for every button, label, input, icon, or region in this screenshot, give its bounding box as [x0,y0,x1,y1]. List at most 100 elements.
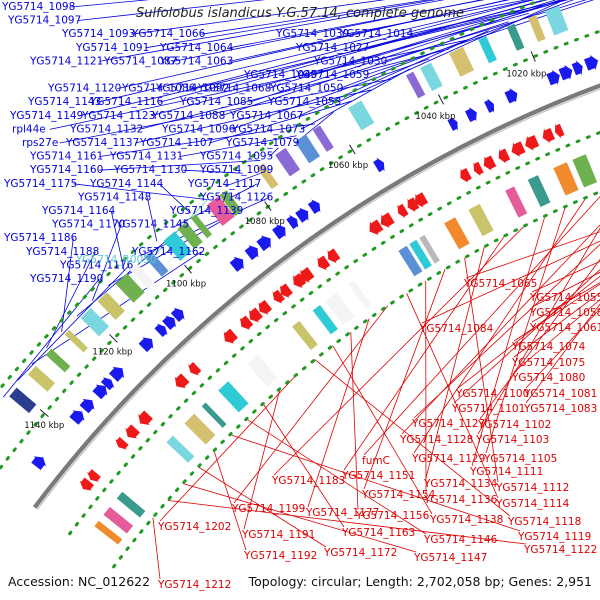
gene-label-forward[interactable]: YG5714_1095 [199,151,273,163]
gene-label-forward[interactable]: YG5714_1161 [29,151,103,163]
gene-label-reverse[interactable]: YG5714_1119 [517,531,591,543]
gene-label-forward[interactable]: YG5714_1063 [159,55,233,67]
gene-label-reverse[interactable]: YG5714_1154 [361,489,436,501]
gene-label-reverse[interactable]: YG5714_1212 [157,579,231,591]
gene-label-reverse[interactable]: YG5714_1084 [419,323,494,335]
gene-label-forward[interactable]: YG5714_1059 [295,69,369,81]
gene-label-forward[interactable]: YG5714_1149 [9,110,83,122]
gene-label-reverse[interactable]: YG5714_1100 [455,388,529,400]
gene-label-forward[interactable]: YG5714_1096 [161,123,236,135]
gene-label-reverse[interactable]: YG5714_1192 [243,550,317,562]
gene-label-reverse[interactable]: YG5714_1202 [157,521,231,533]
gene-label-reverse[interactable]: YG5714_1199 [231,503,305,515]
gene-label-reverse[interactable]: YG5714_1128 [399,434,473,446]
gene-label-forward[interactable]: YG5714_1144 [89,178,164,190]
gene-label-reverse[interactable]: YG5714_1191 [241,529,315,541]
gene-label-forward[interactable]: YG5714_1162 [131,246,205,258]
gene-label-forward[interactable]: YG5714_1068 [197,83,271,95]
gene-label-reverse[interactable]: YG5714_1129 [411,453,485,465]
gene-label-reverse[interactable]: YG5714_1156 [355,510,430,522]
gene-label-forward[interactable]: YG5714_1188 [25,246,99,258]
gene-label-forward[interactable]: YG5714_1116 [89,96,164,108]
gene-label-forward[interactable]: YG5714_1139 [169,205,243,217]
gene-label-forward[interactable]: YG5714_1039 [275,28,349,40]
gene-label-trna[interactable]: YG5714_R0050 [75,254,157,266]
gene-label-forward[interactable]: YG5714_1027 [295,42,369,54]
gene-label-forward[interactable]: YG5714_1123 [81,110,155,122]
gene-label-forward[interactable]: YG5714_1093 [61,28,135,40]
gene-label-reverse[interactable]: YG5714_1163 [341,527,415,539]
gene-label-reverse[interactable]: YG5714_1122 [523,544,597,556]
gene-label-forward[interactable]: YG5714_1131 [109,151,183,163]
gene-label-reverse[interactable]: YG5714_1151 [341,470,415,482]
gene-label-forward[interactable]: YG5714_1176 [59,259,134,271]
gene-label-forward[interactable]: YG5714_1030 [313,55,387,67]
gene-label-reverse[interactable]: YG5714_1147 [413,552,487,564]
gene-label-forward[interactable]: YG5714_1085 [179,96,253,108]
gene-label-reverse[interactable]: YG5714_1081 [523,388,597,400]
gene-label-reverse[interactable]: YG5714_1183 [271,475,345,487]
gene-label-reverse[interactable]: YG5714_1055 [529,292,600,304]
gene-label-reverse[interactable]: YG5714_1075 [511,357,585,369]
gene-label-reverse[interactable]: fumC [362,455,390,467]
gene-label-forward[interactable]: YG5714_1086 [121,83,196,95]
gene-label-forward[interactable]: rpl44e [12,123,46,135]
gene-label-reverse[interactable]: YG5714_1111 [469,466,543,478]
gene-label-forward[interactable]: YG5714_1143 [27,96,101,108]
gene-label-forward[interactable]: YG5714_1121 [29,55,103,67]
gene-label-reverse[interactable]: YG5714_1177 [305,507,379,519]
gene-label-reverse[interactable]: YG5714_1146 [423,534,498,546]
gene-label-reverse[interactable]: YG5714_1074 [511,341,586,353]
gene-label-forward[interactable]: YG5714_1097 [7,15,81,27]
gene-label-forward[interactable]: YG5714_1050 [269,83,343,95]
gene-label-forward[interactable]: YG5714_1014 [339,28,414,40]
gene-label-forward[interactable]: YG5714_1092 [155,83,229,95]
gene-label-reverse[interactable]: YG5714_1118 [507,516,581,528]
gene-label-reverse[interactable]: YG5714_1112 [495,482,569,494]
gene-label-forward[interactable]: YG5714_1137 [65,137,139,149]
gene-label-reverse[interactable]: YG5714_1136 [423,494,498,506]
gene-label-forward[interactable]: YG5714_1160 [29,164,103,176]
gene-label-forward[interactable]: YG5714_1053 [267,96,341,108]
gene-label-forward[interactable]: YG5714_1066 [131,28,206,40]
gene-label-reverse[interactable]: YG5714_1105 [483,453,557,465]
gene-label-forward[interactable]: YG5714_1088 [151,110,225,122]
gene-label-forward[interactable]: YG5714_1091 [75,42,149,54]
gene-label-forward[interactable]: YG5714_1126 [199,191,274,203]
gene-label-reverse[interactable]: YG5714_1102 [477,419,551,431]
gene-label-reverse[interactable]: YG5714_1101 [451,403,525,415]
gene-label-forward[interactable]: YG5714_1067 [229,110,303,122]
gene-label-reverse[interactable]: YG5714_1080 [511,372,585,384]
gene-label-reverse[interactable]: YG5714_1127 [411,418,485,430]
gene-label-forward[interactable]: YG5714_1099 [199,164,273,176]
gene-label-forward[interactable]: rps27e [22,137,58,149]
gene-label-forward[interactable]: YG5714_1087 [103,55,177,67]
gene-label-reverse[interactable]: YG5714_1058 [529,307,600,319]
gene-label-reverse[interactable]: YG5714_1083 [523,403,597,415]
gene-label-forward[interactable]: YG5714_1117 [187,178,261,190]
gene-label-forward[interactable]: YG5714_1164 [41,205,116,217]
gene-label-forward[interactable]: YG5714_1073 [231,123,305,135]
gene-label-forward[interactable]: YG5714_1175 [3,178,77,190]
gene-label-forward[interactable]: YG5714_1064 [159,42,234,54]
gene-label-reverse[interactable]: YG5714_1172 [323,547,397,559]
gene-label-forward[interactable]: YG5714_1120 [47,83,121,95]
gene-label-forward[interactable]: YG5714_1040 [243,69,317,81]
gene-label-reverse[interactable]: YG5714_1103 [475,434,549,446]
gene-label-forward[interactable]: YG5714_1148 [77,191,151,203]
gene-label-reverse[interactable]: YG5714_1134 [423,478,498,490]
gene-label-forward[interactable]: YG5714_1132 [69,123,143,135]
gene-label-forward[interactable]: YG5714_1098 [1,1,75,13]
gene-label-forward[interactable]: YG5714_1079 [225,137,299,149]
gene-label-forward[interactable]: YG5714_1186 [3,232,78,244]
gene-label-reverse[interactable]: YG5714_1138 [429,514,503,526]
gene-label-forward[interactable]: YG5714_1107 [139,137,213,149]
gene-label-reverse[interactable]: YG5714_1065 [463,278,537,290]
gene-label-forward[interactable]: YG5714_1145 [115,219,189,231]
gene-label-forward[interactable]: YG5714_1170 [51,219,125,231]
gene-label-reverse[interactable]: YG5714_1061 [529,322,600,334]
gene-label-reverse[interactable]: YG5714_1114 [495,498,570,510]
gene-label-forward[interactable]: YG5714_1130 [113,164,187,176]
gene-label-forward[interactable]: YG5714_1190 [29,273,103,285]
